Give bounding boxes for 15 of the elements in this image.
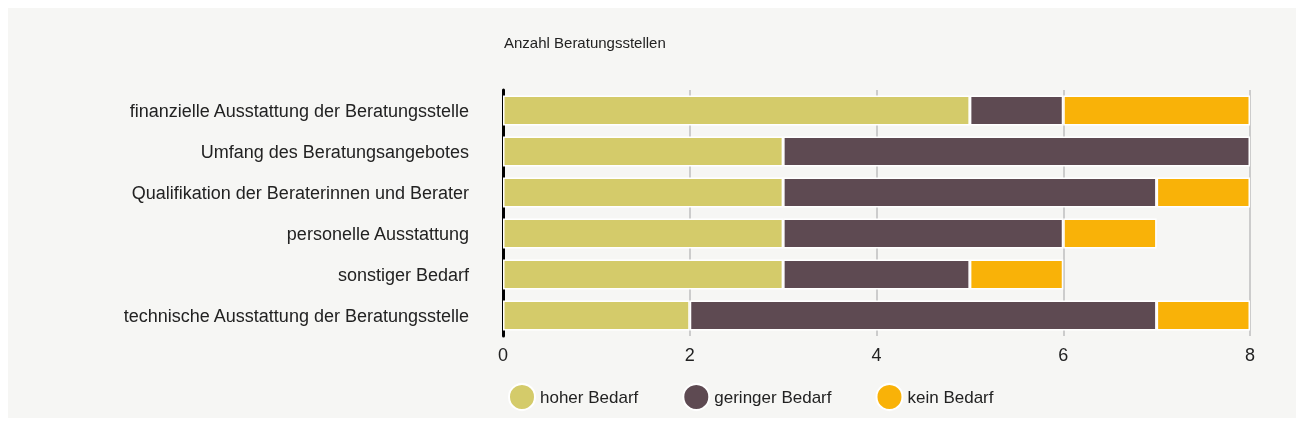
legend-label: geringer Bedarf xyxy=(714,387,832,407)
y-tick-label: personelle Ausstattung xyxy=(286,223,469,244)
x-tick-label: 4 xyxy=(871,345,882,365)
legend-label: hoher Bedarf xyxy=(540,387,639,407)
y-tick-label: technische Ausstattung der Beratungsstelle xyxy=(123,305,469,326)
x-axis-title: Anzahl Beratungsstellen xyxy=(504,34,666,51)
x-tick-label: 0 xyxy=(497,345,509,365)
x-tick-label: 2 xyxy=(684,345,695,365)
y-tick-label: Qualifikation der Beraterinnen und Berater xyxy=(131,182,469,203)
y-tick-label: Umfang des Beratungsangebotes xyxy=(200,141,469,162)
y-tick-label: finanzielle Ausstattung der Beratungsstelle xyxy=(129,100,469,121)
x-tick-label: 6 xyxy=(1058,345,1069,365)
legend-label: kein Bedarf xyxy=(907,387,994,407)
x-tick-label: 8 xyxy=(1244,345,1256,365)
y-tick-label: sonstiger Bedarf xyxy=(337,264,470,285)
